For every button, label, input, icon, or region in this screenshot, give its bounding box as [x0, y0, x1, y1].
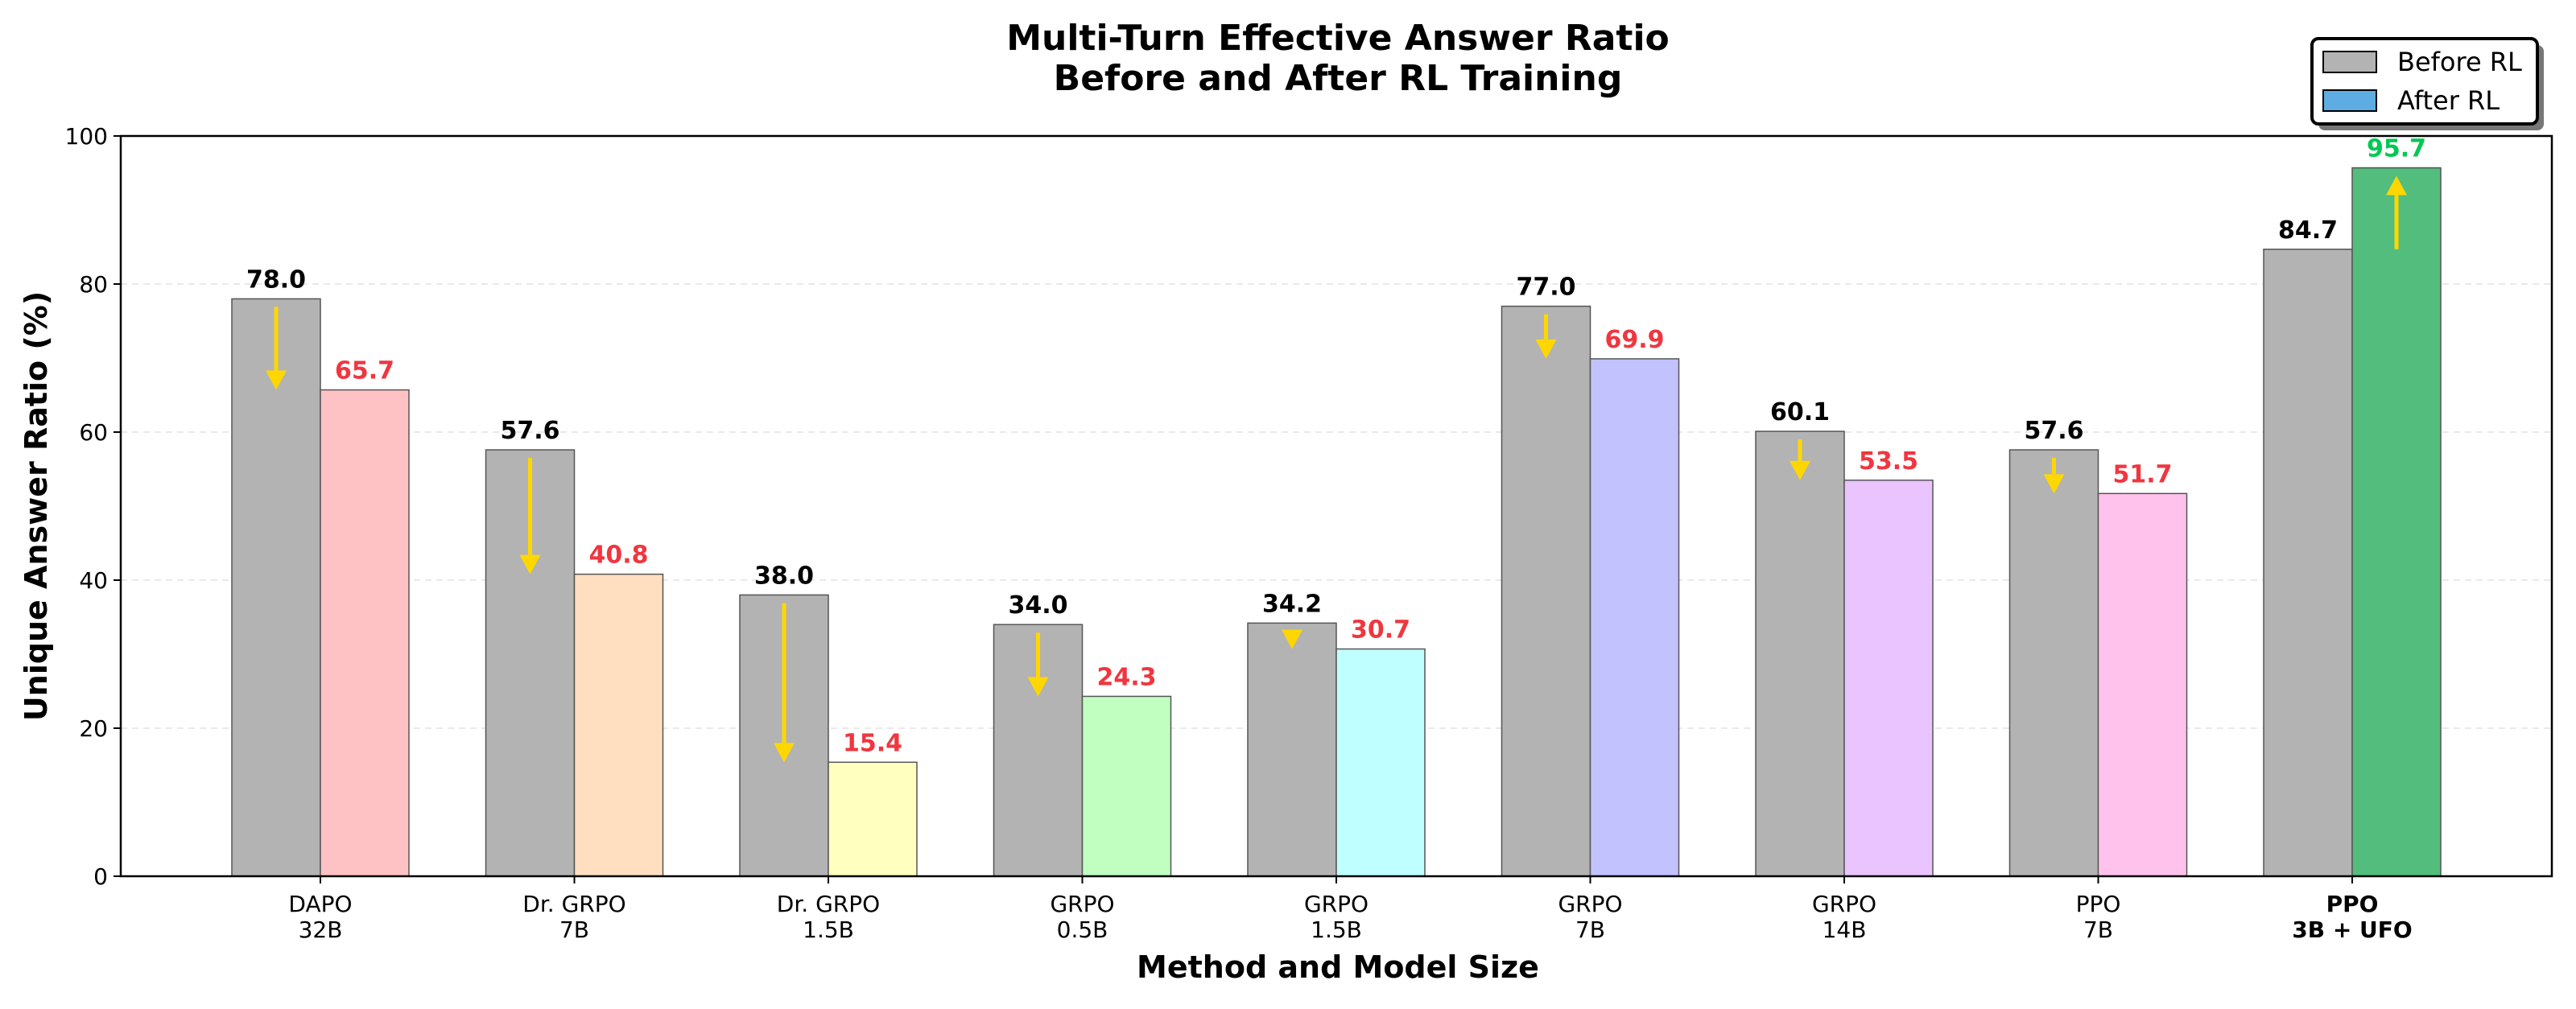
x-tick-label-size: 32B [299, 916, 343, 943]
y-tick-label: 20 [79, 715, 108, 742]
y-tick-label: 0 [93, 863, 108, 890]
change-arrows [266, 175, 2407, 763]
value-label-after: 24.3 [1096, 663, 1156, 691]
value-label-before: 57.6 [500, 417, 559, 445]
change-arrow-head [1790, 460, 1810, 480]
x-tick-label-method: GRPO [1304, 891, 1368, 917]
x-tick-label-method: Dr. GRPO [777, 891, 880, 917]
bar-before-rl [1755, 430, 1845, 877]
value-label-before: 38.0 [754, 562, 814, 590]
x-tick-label-method: PPO [2076, 891, 2121, 917]
bar-after-rl [1335, 648, 1426, 877]
value-label-after: 53.5 [1859, 447, 1918, 476]
bar-after-rl [2097, 492, 2188, 877]
legend: Before RL After RL [2310, 37, 2544, 130]
value-label-after: 65.7 [335, 357, 394, 385]
bar-after-rl [320, 389, 410, 877]
x-tick-label-method: GRPO [1812, 891, 1876, 917]
change-arrow-head [1535, 339, 1557, 359]
bar-after-rl [828, 761, 918, 877]
legend-swatch-after [2322, 89, 2377, 112]
bar-after-rl [573, 573, 664, 877]
chart-title-line-2: Before and After RL Training [1054, 58, 1623, 99]
bar-before-rl [1501, 305, 1591, 877]
bar-after-rl [1081, 695, 1172, 877]
change-arrow-head [266, 370, 287, 390]
x-tick-label-method: PPO [2326, 891, 2379, 917]
value-label-after: 51.7 [2112, 460, 2172, 488]
x-tick-label-size: 1.5B [1311, 916, 1362, 943]
value-label-before: 77.0 [1516, 274, 1575, 302]
bar-before-rl [2008, 449, 2099, 877]
value-label-before: 34.0 [1008, 591, 1067, 620]
legend-swatch-before [2322, 51, 2377, 73]
bar-after-rl [1589, 358, 1680, 877]
change-arrow-head [2386, 175, 2407, 196]
bar-before-rl [2263, 249, 2353, 877]
change-arrow-head [1282, 629, 1302, 649]
change-arrow-head [2043, 474, 2065, 494]
value-label-before: 34.2 [1262, 590, 1322, 618]
change-arrow-head [774, 743, 795, 763]
legend-label-after: After RL [2397, 85, 2500, 116]
x-tick-label-method: DAPO [288, 891, 352, 917]
x-tick-label-method: Dr. GRPO [522, 891, 625, 917]
x-tick-label-method: GRPO [1050, 891, 1114, 917]
x-tick-label-method: GRPO [1558, 891, 1622, 917]
bars [231, 167, 2442, 877]
value-label-after: 30.7 [1351, 616, 1410, 645]
x-tick-label-size: 14B [1823, 916, 1867, 943]
bar-before-rl [1247, 622, 1337, 877]
x-tick-label-size: 7B [2083, 916, 2113, 943]
value-label-before: 84.7 [2278, 216, 2338, 245]
value-label-after: 95.7 [2367, 135, 2426, 163]
x-tick-label-size: 7B [559, 916, 589, 943]
y-tick-label: 40 [79, 567, 108, 594]
value-label-before: 57.6 [2024, 417, 2083, 445]
y-tick-label: 60 [79, 419, 108, 446]
value-label-before: 60.1 [1770, 398, 1830, 426]
value-label-after: 69.9 [1604, 326, 1664, 354]
change-arrow-head [1027, 677, 1049, 697]
x-tick-label-size: 1.5B [803, 916, 854, 943]
chart-title-line-1: Multi-Turn Effective Answer Ratio [1006, 18, 1670, 59]
x-axis-label: Method and Model Size [1137, 949, 1539, 985]
bar-after-rl [1843, 480, 1934, 877]
y-axis-ticks: 0 20 40 60 80 100 [65, 123, 121, 890]
y-tick-label: 100 [65, 123, 108, 150]
change-arrow-head [519, 554, 541, 575]
y-tick-label: 80 [79, 271, 108, 298]
x-tick-label-size: 0.5B [1057, 916, 1108, 943]
x-tick-label-size: 3B + UFO [2292, 916, 2412, 943]
value-label-after: 15.4 [843, 729, 902, 757]
x-tick-label-size: 7B [1575, 916, 1605, 943]
value-label-after: 40.8 [588, 542, 648, 570]
y-axis-label: Unique Answer Ratio (%) [19, 291, 54, 721]
bar-before-rl [231, 298, 321, 877]
bar-after-rl [2351, 167, 2442, 877]
legend-label-before: Before RL [2397, 47, 2522, 77]
value-labels: 78.0 65.7 57.6 40.8 38.0 15.4 34.0 24.3 34.2 30.7… [246, 135, 2426, 758]
value-label-before: 78.0 [246, 266, 306, 294]
